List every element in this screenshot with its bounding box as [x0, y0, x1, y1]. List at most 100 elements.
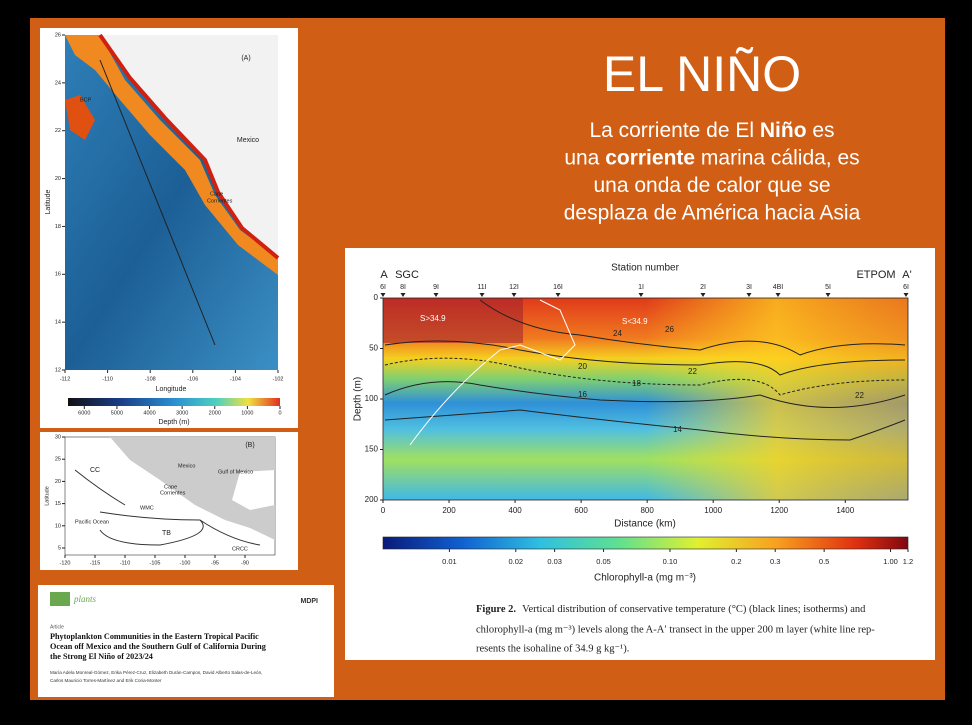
y-tick-label: 14	[55, 320, 61, 326]
end-label: SGC	[395, 269, 419, 281]
body-segment: corriente	[605, 146, 695, 169]
colorbar-tick-label: 2000	[209, 410, 221, 416]
station-marker	[380, 293, 386, 297]
x-tick-label: 600	[574, 506, 588, 515]
colorbar-tick-label: 0.03	[547, 557, 562, 566]
salinity-label: S<34.9	[622, 317, 648, 326]
map-a-transect	[99, 59, 216, 346]
y-tick-label: 200	[365, 495, 379, 504]
station-marker	[746, 293, 752, 297]
colorbar-tick-label: 0.5	[819, 557, 829, 566]
colorbar-tick-label: 4000	[143, 410, 155, 416]
station-label: 8I	[400, 284, 406, 291]
station-marker	[775, 293, 781, 297]
x-tick-label: -106	[187, 376, 198, 382]
map-label: Cape	[210, 191, 223, 197]
colorbar-tick-label: 0.10	[663, 557, 678, 566]
station-label: 6I	[380, 284, 386, 291]
paper-title: Ocean off Mexico and the Southern Gulf o…	[50, 642, 267, 651]
panel-label: (B)	[245, 442, 254, 449]
y-tick-label: 20	[55, 479, 61, 485]
chl-colorbar	[382, 536, 909, 550]
slide-title: EL NIÑO	[603, 46, 801, 102]
map-label: Corrientes	[207, 198, 233, 204]
caption-line: Figure 2. Vertical distribution of conser…	[476, 604, 866, 615]
map-a-shelf	[65, 35, 278, 275]
y-tick-label: 26	[55, 32, 61, 38]
y-tick-label: 25	[55, 457, 61, 463]
x-tick-label: 1400	[836, 506, 854, 515]
body-segment: es	[807, 119, 835, 142]
x-tick-label: 400	[508, 506, 522, 515]
body-line: una onda de calor que se	[593, 174, 830, 197]
depth-colorbar	[68, 398, 280, 406]
salinity-label: S>34.9	[420, 314, 446, 323]
x-axis-label: Longitude	[156, 386, 187, 393]
map-a-coast	[98, 33, 280, 260]
station-label: 6I	[903, 284, 909, 291]
colorbar-tick-label: 6000	[78, 410, 90, 416]
y-tick-label: 16	[55, 272, 61, 278]
paper-authors: Carlos Mauricio Torres-Martínez and Erik…	[50, 678, 162, 683]
caption-line: resents the isohaline of 34.9 g kg⁻¹).	[476, 643, 629, 654]
map-label: Cape	[164, 484, 177, 490]
isotherm-label: 14	[673, 425, 682, 434]
map-label: WMC	[140, 505, 154, 511]
station-label: 5I	[825, 284, 831, 291]
caption-text: Vertical distribution of conservative te…	[522, 604, 866, 615]
station-marker	[903, 293, 909, 297]
map-b-land	[110, 437, 275, 540]
y-tick-label: 5	[58, 545, 61, 551]
station-label: 3I	[746, 284, 752, 291]
map-b-currents	[74, 469, 261, 546]
station-marker	[825, 293, 831, 297]
x-tick-label: -120	[59, 560, 70, 566]
x-tick-label: -110	[120, 560, 131, 566]
map-label: Pacific Ocean	[75, 519, 109, 525]
map-label: Gulf of Mexico	[218, 469, 253, 475]
x-tick-label: -100	[179, 560, 190, 566]
colorbar-tick-label: 0.2	[731, 557, 741, 566]
y-tick-label: 20	[55, 176, 61, 182]
end-label: ETPOM	[856, 269, 895, 281]
colorbar-tick-label: 0.01	[442, 557, 457, 566]
x-tick-label: 0	[381, 506, 386, 515]
body-line: La corriente de El Niño es	[589, 119, 834, 142]
colorbar-tick-label: 1.2	[903, 557, 913, 566]
isotherm-label: 22	[855, 391, 864, 400]
x-tick-label: -104	[230, 376, 241, 382]
colorbar-tick-label: 0.3	[770, 557, 780, 566]
y-tick-label: 100	[365, 394, 379, 403]
axis-title: Station number	[611, 263, 679, 274]
x-tick-label: -105	[149, 560, 160, 566]
slide-body: La corriente de El Niño es una corriente …	[564, 119, 861, 225]
station-label: 12I	[509, 284, 519, 291]
body-segment: desplaza de América hacia Asia	[564, 201, 861, 224]
colorbar-tick-label: 0.02	[508, 557, 523, 566]
station-marker	[479, 293, 485, 297]
isohaline	[409, 299, 576, 446]
x-tick-label: -112	[60, 376, 71, 382]
station-label: 2I	[700, 284, 706, 291]
x-tick-label: -115	[90, 560, 101, 566]
map-a-baja	[65, 95, 95, 140]
body-line: desplaza de América hacia Asia	[564, 201, 861, 224]
y-tick-label: 12	[55, 367, 61, 373]
figure-caption: Figure 2. Vertical distribution of conser…	[476, 604, 875, 654]
colorbar-label: Depth (m)	[158, 419, 189, 426]
isotherm-label: 20	[578, 362, 587, 371]
colorbar-tick-label: 0	[278, 410, 281, 416]
caption-line: chlorophyll-a (mg m⁻³) levels along the …	[476, 624, 875, 635]
x-tick-label: 1200	[770, 506, 788, 515]
y-tick-label: 22	[55, 128, 61, 134]
y-axis-label: Latitude	[45, 189, 52, 214]
map-label: TB	[162, 530, 171, 537]
station-marker	[400, 293, 406, 297]
x-tick-label: -95	[211, 560, 219, 566]
y-tick-label: 18	[55, 224, 61, 230]
y-tick-label: 15	[55, 501, 61, 507]
paper-title: the Strong El Niño of 2023/24	[50, 652, 153, 661]
y-tick-label: 10	[55, 523, 61, 529]
heatmap-patch	[383, 298, 523, 343]
